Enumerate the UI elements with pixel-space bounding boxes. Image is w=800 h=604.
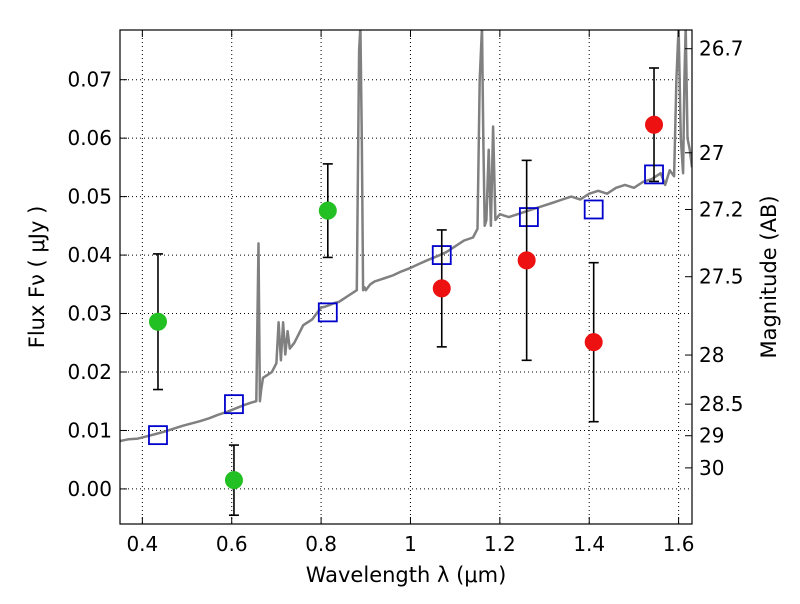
- x-tick-label: 0.4: [126, 532, 158, 556]
- y2-tick-label: 28.5: [699, 392, 744, 416]
- y-axis-label: Flux Fν ( μJy ): [25, 206, 49, 349]
- observed-flux-point: [224, 471, 243, 490]
- y2-tick-label: 28: [699, 343, 724, 367]
- model-photometry-square: [224, 394, 244, 415]
- observed-flux-point: [584, 333, 603, 352]
- y2-tick-label: 27: [699, 141, 724, 165]
- y2-axis-label: Magnitude (AB): [757, 195, 781, 358]
- x-tick-label: 1: [404, 532, 417, 556]
- y2-tick-label: 30: [699, 456, 724, 480]
- observed-flux-point: [432, 279, 451, 298]
- y-tick-label: 0.06: [67, 126, 112, 150]
- observed-flux-point: [318, 201, 337, 220]
- y-tick-label: 0.05: [67, 185, 112, 209]
- y-tick-label: 0.01: [67, 418, 112, 442]
- y-tick-label: 0.04: [67, 243, 112, 267]
- axis-ticks: 0.4 0.6 0.8 1 1.2 1.4 1.6 0.00 0.01 0.02 0.03 0.04 0…: [67, 30, 744, 556]
- observed-flux-point: [645, 115, 664, 134]
- observed-flux-point: [517, 251, 536, 270]
- x-axis-label: Wavelength λ (μm): [306, 563, 507, 587]
- y2-tick-label: 26.7: [699, 37, 744, 61]
- y2-tick-label: 27.2: [699, 197, 744, 221]
- y-tick-label: 0.03: [67, 302, 112, 326]
- model-photometry-square: [583, 199, 604, 220]
- model-photometry-square: [518, 207, 539, 227]
- x-tick-label: 0.8: [305, 532, 337, 556]
- model-photometry-square: [148, 425, 168, 446]
- plot-frame: [119, 29, 693, 525]
- x-tick-label: 1.2: [484, 532, 516, 556]
- x-tick-label: 1.4: [573, 532, 605, 556]
- model-spectrum-line: [120, 30, 692, 443]
- x-tick-label: 1.6: [663, 532, 695, 556]
- plot-area: [120, 30, 692, 517]
- observed-flux-point: [148, 312, 167, 331]
- y-tick-label: 0.02: [67, 360, 112, 384]
- x-tick-label: 0.6: [216, 532, 248, 556]
- y2-tick-label: 29: [699, 424, 724, 448]
- model-photometry-square: [317, 302, 338, 323]
- y-tick-label: 0.00: [67, 477, 112, 501]
- grid: [120, 30, 692, 524]
- y-tick-label: 0.07: [67, 68, 112, 92]
- y2-tick-label: 27.5: [699, 265, 744, 289]
